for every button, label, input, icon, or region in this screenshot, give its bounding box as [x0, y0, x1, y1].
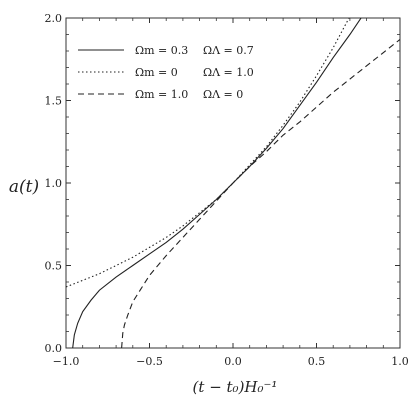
- y-tick-label: 0.0: [45, 342, 63, 355]
- legend: Ωm = 0.3 ΩΛ = 0.7 Ωm = 0 ΩΛ = 1.0 Ωm = 1.0 ΩΛ…: [78, 44, 254, 101]
- y-tick-label: 0.5: [45, 260, 63, 273]
- y-axis-label: a(t): [9, 177, 39, 197]
- legend-omega-lambda-label: ΩΛ = 1.0: [203, 66, 254, 79]
- y-tick-label: 1.5: [45, 95, 63, 108]
- y-tick-label: 2.0: [45, 12, 63, 25]
- x-tick-label: 1.0: [391, 355, 409, 368]
- series-line-solid: [72, 18, 362, 348]
- legend-omega-m-label: Ωm = 1.0: [135, 88, 188, 101]
- y-tick-label: 1.0: [45, 177, 63, 190]
- series-layer: [66, 18, 400, 348]
- x-tick-label: −1.0: [53, 355, 80, 368]
- x-axis-label: (t − t₀)H₀⁻¹: [193, 378, 278, 396]
- ticks: −1.0 −0.5 0.0 0.5 1.0 0.0 0.5 1.0 1.5 2.0: [45, 12, 409, 368]
- x-tick-label: −0.5: [136, 355, 163, 368]
- legend-omega-lambda-label: ΩΛ = 0.7: [203, 44, 254, 57]
- x-tick-label: 0.0: [224, 355, 242, 368]
- series-line-dashed: [121, 39, 400, 348]
- legend-omega-m-label: Ωm = 0.3: [135, 44, 188, 57]
- legend-omega-lambda-label: ΩΛ = 0: [203, 88, 243, 101]
- x-tick-label: 0.5: [308, 355, 326, 368]
- legend-omega-m-label: Ωm = 0: [135, 66, 178, 79]
